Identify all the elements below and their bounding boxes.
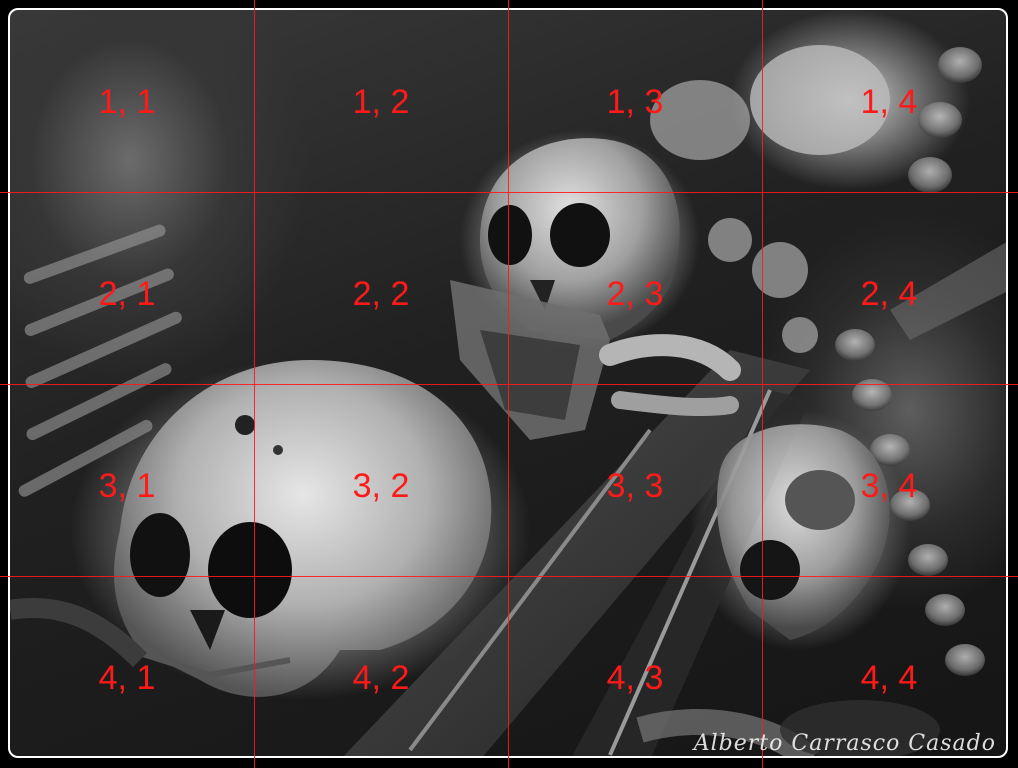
photo-scene xyxy=(10,45,1006,756)
cell-label-2-3: 2, 3 xyxy=(606,275,664,313)
grid-line-horizontal-2 xyxy=(0,384,1018,385)
cell-label-2-2: 2, 2 xyxy=(352,275,410,313)
cell-label-1-1: 1, 1 xyxy=(98,83,156,121)
skull-large xyxy=(114,360,492,697)
cell-label-4-4: 4, 4 xyxy=(860,659,918,697)
cell-label-4-3: 4, 3 xyxy=(606,659,664,697)
cell-label-3-4: 3, 4 xyxy=(860,467,918,505)
cell-label-3-2: 3, 2 xyxy=(352,467,410,505)
cell-label-2-1: 2, 1 xyxy=(98,275,156,313)
cell-label-3-3: 3, 3 xyxy=(606,467,664,505)
cell-label-1-4: 1, 4 xyxy=(860,83,918,121)
cell-label-3-1: 3, 1 xyxy=(98,467,156,505)
cell-label-4-2: 4, 2 xyxy=(352,659,410,697)
cell-label-2-4: 2, 4 xyxy=(860,275,918,313)
grid-line-horizontal-3 xyxy=(0,576,1018,577)
photo-watermark: Alberto Carrasco Casado xyxy=(693,731,996,756)
skull-right xyxy=(716,424,890,640)
skull-upper xyxy=(480,138,680,340)
cell-label-1-2: 1, 2 xyxy=(352,83,410,121)
cell-label-4-1: 4, 1 xyxy=(98,659,156,697)
cell-label-1-3: 1, 3 xyxy=(606,83,664,121)
grid-line-horizontal-1 xyxy=(0,192,1018,193)
